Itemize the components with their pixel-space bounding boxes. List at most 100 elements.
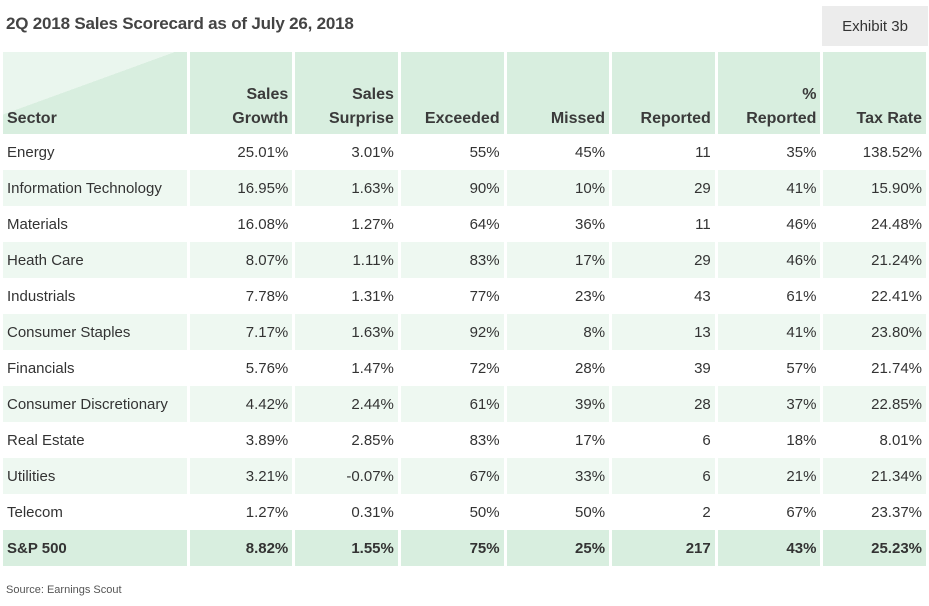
table-row: Heath Care 8.07% 1.11% 83% 17% 29 46% 21.24% <box>3 242 926 278</box>
cell-sales-surprise: 1.55% <box>295 530 398 566</box>
cell-pct-reported: 43% <box>717 530 821 566</box>
cell-sales-surprise: 1.63% <box>295 314 398 350</box>
cell-tax-rate: 21.74% <box>871 359 922 377</box>
header-pct-reported: % Reported <box>717 52 821 134</box>
cell-reported: 2 <box>702 503 711 521</box>
table-row: Information Technology 16.95% 1.63% 90% 10% 2… <box>3 170 926 206</box>
cell-missed: 33% <box>506 458 610 494</box>
cell-exceeded: 92% <box>400 314 504 350</box>
cell-sales-surprise: 1.11% <box>295 242 398 278</box>
cell-sales-growth: 5.76% <box>245 359 289 377</box>
table-row: Telecom 1.27% 0.31% 50% 50% 2 67% 23.37% <box>3 494 926 530</box>
cell-pct-reported: 46% <box>786 215 817 233</box>
cell-sales-surprise: 1.47% <box>351 359 394 377</box>
cell-exceeded: 83% <box>469 431 500 449</box>
cell-missed: 8% <box>506 314 610 350</box>
cell-reported: 43 <box>694 287 711 305</box>
cell-exceeded: 72% <box>469 359 500 377</box>
cell-sales-surprise: 0.31% <box>351 503 394 521</box>
cell-sales-growth: 8.82% <box>189 530 293 566</box>
cell-missed: 50% <box>575 503 606 521</box>
table-row: Consumer Staples 7.17% 1.63% 92% 8% 13 41% 23.8… <box>3 314 926 350</box>
cell-missed: 10% <box>506 170 610 206</box>
cell-sales-surprise: 1.31% <box>351 287 394 305</box>
cell-exceeded: 64% <box>469 215 500 233</box>
cell-sales-surprise: -0.07% <box>295 458 398 494</box>
cell-sector: Heath Care <box>3 242 187 278</box>
cell-missed: 17% <box>506 242 610 278</box>
table-row: Materials 16.08% 1.27% 64% 36% 11 46% 24.48% <box>3 206 926 242</box>
cell-sales-surprise: 2.44% <box>295 386 398 422</box>
cell-tax-rate: 21.34% <box>823 458 926 494</box>
cell-exceeded: 67% <box>400 458 504 494</box>
cell-sales-growth: 16.08% <box>237 215 289 233</box>
cell-sales-growth: 4.42% <box>189 386 293 422</box>
cell-sales-growth: 7.78% <box>245 287 289 305</box>
cell-reported: 217 <box>612 530 715 566</box>
cell-pct-reported: 21% <box>717 458 821 494</box>
source-note: Source: Earnings Scout <box>6 584 122 596</box>
header-missed: Missed <box>506 52 610 134</box>
cell-sales-growth: 3.21% <box>189 458 293 494</box>
cell-exceeded: 75% <box>400 530 504 566</box>
cell-sales-growth: 1.27% <box>245 503 289 521</box>
cell-sector: S&P 500 <box>3 530 187 566</box>
header-sales-surprise: Sales Surprise <box>295 52 398 134</box>
cell-sector: Industrials <box>7 287 76 305</box>
cell-pct-reported: 67% <box>786 503 817 521</box>
cell-pct-reported: 61% <box>786 287 817 305</box>
cell-sales-surprise: 1.63% <box>295 170 398 206</box>
cell-tax-rate: 22.41% <box>871 287 922 305</box>
header-exceeded: Exceeded <box>400 52 504 134</box>
cell-missed: 28% <box>575 359 606 377</box>
cell-pct-reported: 41% <box>717 170 821 206</box>
exhibit-label: Exhibit 3b <box>822 6 928 46</box>
header-reported: Reported <box>612 52 715 134</box>
table-row: Utilities 3.21% -0.07% 67% 33% 6 21% 21.34% <box>3 458 926 494</box>
cell-sector: Energy <box>7 143 55 161</box>
cell-tax-rate: 138.52% <box>862 143 922 161</box>
cell-pct-reported: 37% <box>717 386 821 422</box>
cell-tax-rate: 8.01% <box>879 431 922 449</box>
table-row: Real Estate 3.89% 2.85% 83% 17% 6 18% 8.01% <box>3 422 926 458</box>
cell-pct-reported: 46% <box>717 242 821 278</box>
header-sales-growth: Sales Growth <box>189 52 293 134</box>
cell-pct-reported: 57% <box>786 359 817 377</box>
cell-exceeded: 77% <box>469 287 500 305</box>
cell-missed: 23% <box>575 287 606 305</box>
cell-sales-growth: 3.89% <box>245 431 289 449</box>
cell-reported: 11 <box>695 143 711 161</box>
cell-sector: Materials <box>7 215 68 233</box>
cell-sales-growth: 16.95% <box>189 170 293 206</box>
cell-sector: Consumer Discretionary <box>3 386 187 422</box>
cell-pct-reported: 35% <box>786 143 817 161</box>
cell-reported: 29 <box>612 170 715 206</box>
sales-scorecard-table: Sector Sales Growth Sales Surprise Exceede… <box>0 52 929 566</box>
page-title: 2Q 2018 Sales Scorecard as of July 26, 2… <box>6 14 354 33</box>
cell-sales-surprise: 2.85% <box>351 431 394 449</box>
cell-sector: Consumer Staples <box>3 314 187 350</box>
cell-sales-growth: 7.17% <box>189 314 293 350</box>
cell-reported: 29 <box>612 242 715 278</box>
cell-sector: Utilities <box>3 458 187 494</box>
cell-sector: Information Technology <box>3 170 187 206</box>
cell-sector: Financials <box>7 359 75 377</box>
total-row: S&P 500 8.82% 1.55% 75% 25% 217 43% 25.2… <box>3 530 926 566</box>
cell-reported: 6 <box>702 431 711 449</box>
cell-sales-growth: 25.01% <box>237 143 289 161</box>
table-row: Financials 5.76% 1.47% 72% 28% 39 57% 21.74% <box>3 350 926 386</box>
cell-sales-growth: 8.07% <box>189 242 293 278</box>
cell-exceeded: 61% <box>400 386 504 422</box>
cell-reported: 28 <box>612 386 715 422</box>
table-row: Consumer Discretionary 4.42% 2.44% 61% 39% 28… <box>3 386 926 422</box>
table-row: Industrials 7.78% 1.31% 77% 23% 43 61% 22.41% <box>3 278 926 314</box>
cell-exceeded: 83% <box>400 242 504 278</box>
header-row: Sector Sales Growth Sales Surprise Exceede… <box>3 52 926 134</box>
cell-pct-reported: 41% <box>717 314 821 350</box>
cell-exceeded: 50% <box>469 503 500 521</box>
cell-tax-rate: 23.37% <box>871 503 922 521</box>
table-row: Energy 25.01% 3.01% 55% 45% 11 35% 138.52% <box>3 134 926 170</box>
cell-exceeded: 90% <box>400 170 504 206</box>
cell-pct-reported: 18% <box>786 431 817 449</box>
cell-tax-rate: 23.80% <box>823 314 926 350</box>
